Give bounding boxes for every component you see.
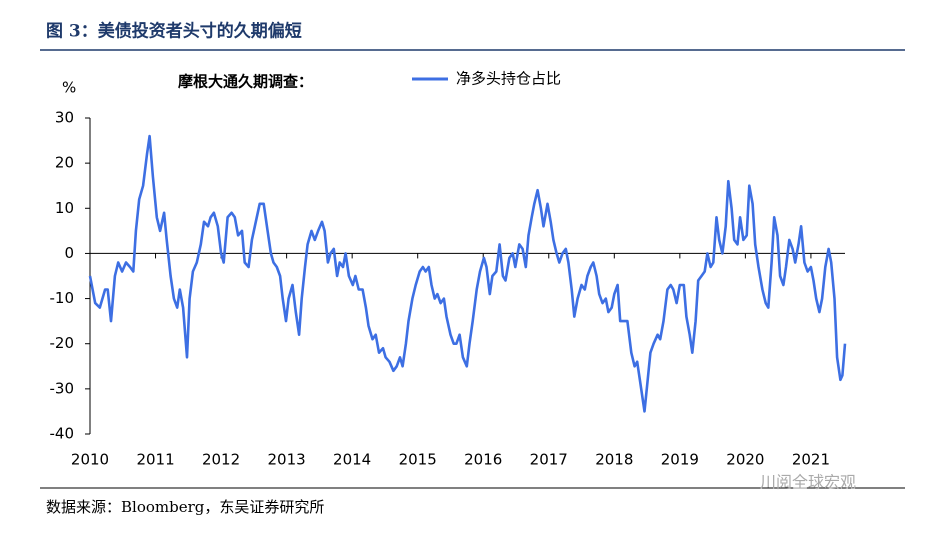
source: 数据来源：Bloomberg，东吴证券研究所 [46,498,324,516]
x-tick-label: 2019 [661,451,699,469]
legend-title: 摩根大通久期调查： [178,73,313,91]
x-tick-label: 2018 [595,451,633,469]
y-tick-label: 10 [55,199,74,217]
series-line [88,134,847,413]
x-tick-label: 2010 [71,451,109,469]
y-tick-label: 30 [55,109,74,127]
y-unit: % [62,79,76,97]
legend-label: 净多头持仓占比 [456,70,561,88]
y-tick-label: -30 [50,379,75,397]
x-tick-label: 2014 [333,451,371,469]
y-tick-label: -40 [50,425,75,443]
y-tick-label: -10 [50,289,75,307]
x-tick-label: 2021 [792,451,830,469]
watermark: 川阅全球宏观 [760,473,856,492]
y-tick-label: -20 [50,334,75,352]
x-tick-label: 2013 [268,451,306,469]
x-tick-label: 2016 [464,451,502,469]
chart-title: 图 3：美债投资者头寸的久期偏短 [46,21,302,42]
x-tick-label: 2020 [726,451,764,469]
y-tick-label: 20 [55,154,74,172]
x-tick-label: 2012 [202,451,240,469]
x-tick-label: 2015 [399,451,437,469]
y-tick-label: 0 [64,244,74,262]
x-tick-label: 2011 [136,451,174,469]
x-tick-label: 2017 [530,451,568,469]
